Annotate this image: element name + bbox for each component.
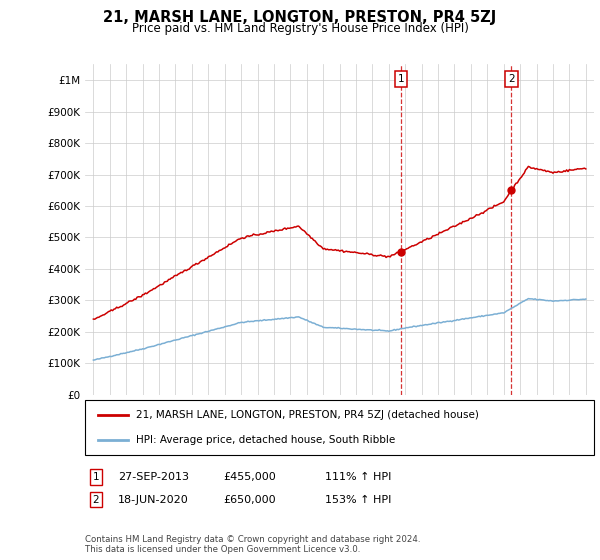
Text: 21, MARSH LANE, LONGTON, PRESTON, PR4 5ZJ: 21, MARSH LANE, LONGTON, PRESTON, PR4 5Z… <box>103 10 497 25</box>
Text: HPI: Average price, detached house, South Ribble: HPI: Average price, detached house, Sout… <box>136 435 395 445</box>
Text: 18-JUN-2020: 18-JUN-2020 <box>118 494 189 505</box>
Text: £455,000: £455,000 <box>223 472 276 482</box>
Text: 1: 1 <box>92 472 100 482</box>
Text: 153% ↑ HPI: 153% ↑ HPI <box>325 494 392 505</box>
Text: 2: 2 <box>92 494 100 505</box>
Text: 111% ↑ HPI: 111% ↑ HPI <box>325 472 392 482</box>
Text: 27-SEP-2013: 27-SEP-2013 <box>118 472 189 482</box>
Text: Price paid vs. HM Land Registry's House Price Index (HPI): Price paid vs. HM Land Registry's House … <box>131 22 469 35</box>
FancyBboxPatch shape <box>85 400 594 455</box>
Text: 2: 2 <box>508 74 515 84</box>
Text: 1: 1 <box>398 74 404 84</box>
Text: 21, MARSH LANE, LONGTON, PRESTON, PR4 5ZJ (detached house): 21, MARSH LANE, LONGTON, PRESTON, PR4 5Z… <box>136 410 479 419</box>
Text: Contains HM Land Registry data © Crown copyright and database right 2024.: Contains HM Land Registry data © Crown c… <box>85 535 421 544</box>
Text: £650,000: £650,000 <box>223 494 276 505</box>
Text: This data is licensed under the Open Government Licence v3.0.: This data is licensed under the Open Gov… <box>85 545 361 554</box>
